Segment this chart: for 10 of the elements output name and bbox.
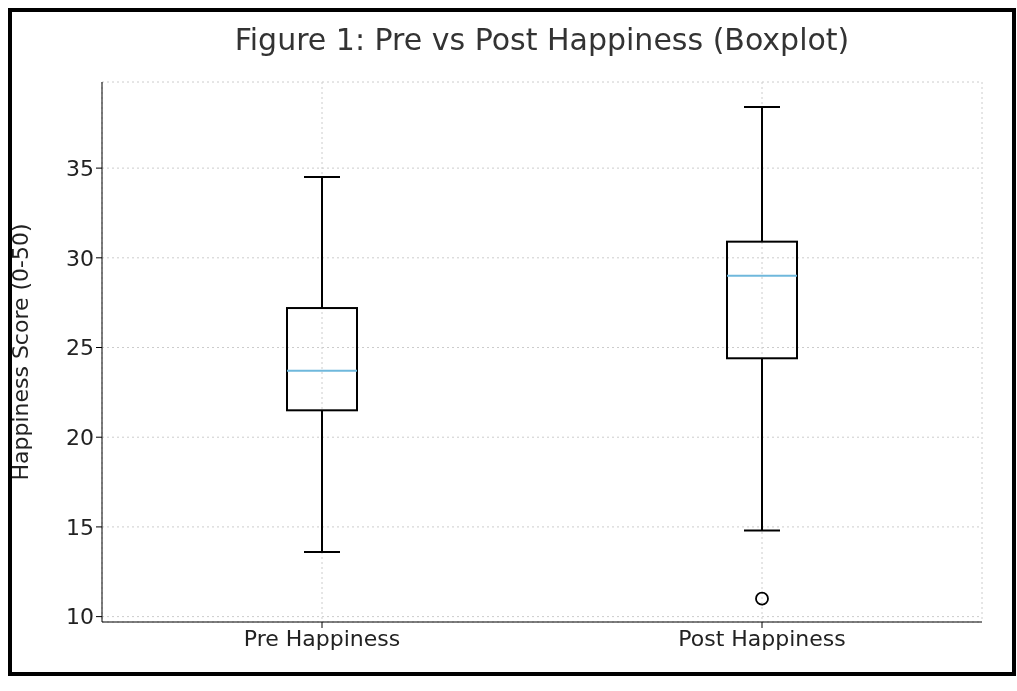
- chart-title: Figure 1: Pre vs Post Happiness (Boxplot): [233, 21, 851, 59]
- y-axis-title: Happiness Score (0-50): [7, 223, 33, 481]
- y-tick-label: 10: [66, 604, 94, 630]
- y-tick-label: 15: [66, 514, 94, 540]
- x-tick-label: Post Happiness: [678, 625, 846, 651]
- y-tick-label: 35: [66, 155, 94, 181]
- x-tick-label: Pre Happiness: [243, 625, 401, 651]
- y-tick-label: 30: [66, 245, 94, 271]
- y-tick-label: 25: [66, 335, 94, 361]
- y-tick-label: 20: [66, 425, 94, 451]
